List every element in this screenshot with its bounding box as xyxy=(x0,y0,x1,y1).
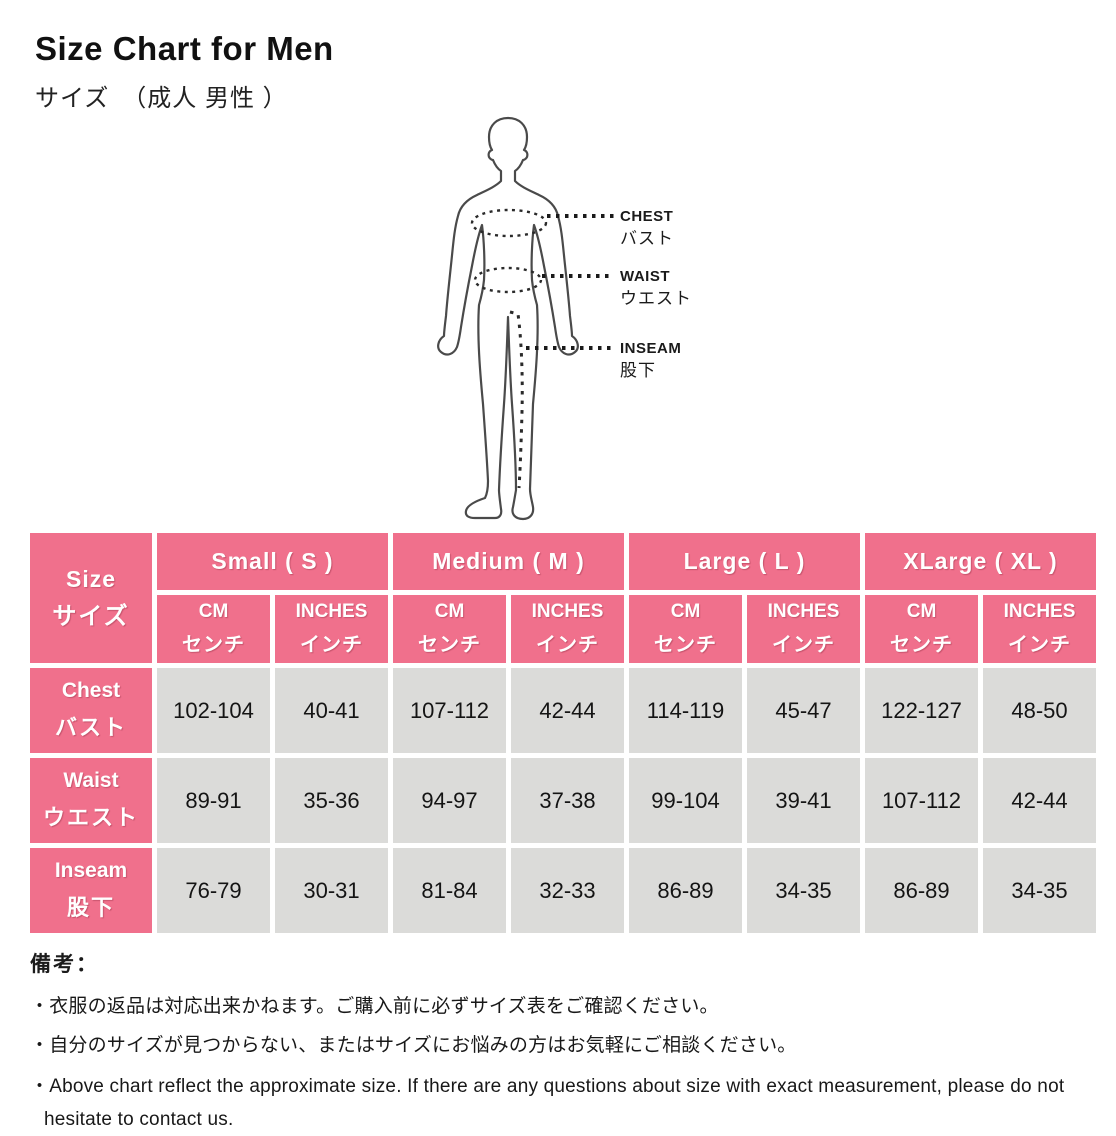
inseam-xlarge-cm: 86-89 xyxy=(865,848,978,933)
chest-label-jp: バスト xyxy=(620,229,674,248)
page-subtitle: サイズ （成人 男性 ） xyxy=(35,85,288,112)
unit-in-en: INCHES xyxy=(295,601,368,622)
waist-measure-ellipse xyxy=(473,266,543,294)
note-return-policy: ・衣服の返品は対応出来かねます。ご購入前に必ずサイズ表をご確認ください。 xyxy=(30,996,719,1017)
unit-cm-en: CM xyxy=(906,601,937,622)
unit-in-jp: インチ xyxy=(772,634,835,656)
inseam-label-jp: 股下 xyxy=(620,361,656,380)
unit-header-cm: CM センチ xyxy=(393,595,506,663)
note-size-help: ・自分のサイズが見つからない、またはサイズにお悩みの方はお気軽にご相談ください。 xyxy=(30,1034,797,1056)
unit-in-jp: インチ xyxy=(1008,634,1071,656)
waist-large-inches: 39-41 xyxy=(747,758,860,843)
unit-cm-jp: センチ xyxy=(654,634,717,656)
unit-header-inches: INCHES インチ xyxy=(747,595,860,663)
inseam-small-cm: 76-79 xyxy=(157,848,270,933)
inseam-large-cm: 86-89 xyxy=(629,848,742,933)
chest-medium-cm: 107-112 xyxy=(393,668,506,753)
waist-label-en: WAIST xyxy=(620,268,670,285)
unit-in-jp: インチ xyxy=(536,634,599,656)
row-header-waist: Waist ウエスト xyxy=(30,758,152,843)
unit-cm-jp: センチ xyxy=(418,634,481,656)
waist-small-cm: 89-91 xyxy=(157,758,270,843)
inseam-medium-inches: 32-33 xyxy=(511,848,624,933)
chest-medium-inches: 42-44 xyxy=(511,668,624,753)
chest-label-en: CHEST xyxy=(620,208,673,225)
inseam-label-en: INSEAM xyxy=(620,340,681,357)
waist-xlarge-cm: 107-112 xyxy=(865,758,978,843)
unit-cm-en: CM xyxy=(434,601,465,622)
unit-header-inches: INCHES インチ xyxy=(983,595,1096,663)
waist-small-inches: 35-36 xyxy=(275,758,388,843)
chest-small-inches: 40-41 xyxy=(275,668,388,753)
unit-in-jp: インチ xyxy=(300,634,363,656)
chest-large-inches: 45-47 xyxy=(747,668,860,753)
row-chest-en: Chest xyxy=(61,678,121,702)
row-inseam-jp: 股下 xyxy=(66,895,115,921)
unit-in-en: INCHES xyxy=(531,601,604,622)
inseam-xlarge-inches: 34-35 xyxy=(983,848,1096,933)
row-header-chest: Chest バスト xyxy=(30,668,152,753)
note-approximate-size: ・Above chart reflect the approximate siz… xyxy=(30,1076,1065,1130)
size-group-small: Small ( S ) xyxy=(157,533,388,590)
row-header-inseam: Inseam 股下 xyxy=(30,848,152,933)
chest-xlarge-cm: 122-127 xyxy=(865,668,978,753)
row-inseam-en: Inseam xyxy=(54,858,128,882)
waist-medium-cm: 94-97 xyxy=(393,758,506,843)
notes-section: 備考： ・衣服の返品は対応出来かねます。ご購入前に必ずサイズ表をご確認ください。… xyxy=(30,948,1100,1136)
unit-in-en: INCHES xyxy=(767,601,840,622)
corner-label-en: Size xyxy=(65,565,117,592)
unit-header-inches: INCHES インチ xyxy=(511,595,624,663)
size-group-medium: Medium ( M ) xyxy=(393,533,624,590)
unit-header-inches: INCHES インチ xyxy=(275,595,388,663)
body-measurement-diagram: CHEST バスト WAIST ウエスト INSEAM 股下 xyxy=(437,116,692,521)
chest-small-cm: 102-104 xyxy=(157,668,270,753)
row-waist-en: Waist xyxy=(63,768,119,792)
inseam-large-inches: 34-35 xyxy=(747,848,860,933)
unit-header-cm: CM センチ xyxy=(157,595,270,663)
inseam-measure-line xyxy=(509,310,524,489)
page-title: Size Chart for Men xyxy=(35,30,334,67)
corner-header-cell: Size サイズ xyxy=(30,533,152,663)
unit-cm-jp: センチ xyxy=(182,634,245,656)
chest-measure-ellipse xyxy=(470,208,548,238)
inseam-medium-cm: 81-84 xyxy=(393,848,506,933)
unit-cm-en: CM xyxy=(198,601,229,622)
waist-large-cm: 99-104 xyxy=(629,758,742,843)
corner-label-jp: サイズ xyxy=(52,602,130,630)
chest-large-cm: 114-119 xyxy=(629,668,742,753)
unit-header-cm: CM センチ xyxy=(629,595,742,663)
chest-xlarge-inches: 48-50 xyxy=(983,668,1096,753)
waist-xlarge-inches: 42-44 xyxy=(983,758,1096,843)
size-group-xlarge: XLarge ( XL ) xyxy=(865,533,1096,590)
size-chart-table: Size サイズ Small ( S ) Medium ( M ) Large … xyxy=(25,528,1101,938)
unit-in-en: INCHES xyxy=(1003,601,1076,622)
unit-cm-jp: センチ xyxy=(890,634,953,656)
size-group-large: Large ( L ) xyxy=(629,533,860,590)
row-waist-jp: ウエスト xyxy=(42,805,139,831)
inseam-small-inches: 30-31 xyxy=(275,848,388,933)
waist-medium-inches: 37-38 xyxy=(511,758,624,843)
row-chest-jp: バスト xyxy=(54,715,127,741)
waist-label-jp: ウエスト xyxy=(620,289,692,308)
male-figure-outline xyxy=(437,116,579,521)
unit-header-cm: CM センチ xyxy=(865,595,978,663)
unit-cm-en: CM xyxy=(670,601,701,622)
notes-heading: 備考： xyxy=(30,953,99,976)
